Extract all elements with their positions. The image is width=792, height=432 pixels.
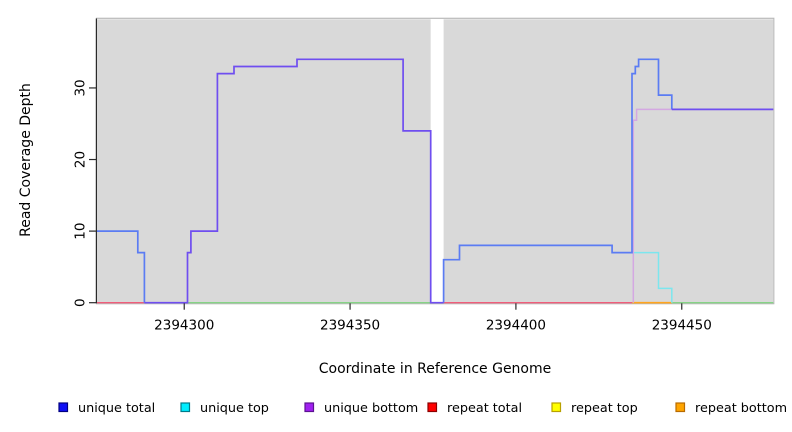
panel-background-2 <box>443 19 774 303</box>
legend-label: unique top <box>200 401 269 416</box>
series-unique-total-right <box>442 58 673 303</box>
x-tick-label: 2394300 <box>154 318 214 334</box>
legend-item-repeat-top: repeat top <box>551 401 638 416</box>
x-tick-label: 2394400 <box>486 318 546 334</box>
legend-label: unique total <box>78 401 155 416</box>
plot-axes: 0 10 20 30 2394300 2394350 2394400 2394450 <box>73 18 712 334</box>
legend-swatch <box>304 402 315 413</box>
x-tick-label: 2394350 <box>320 318 380 334</box>
legend-label: repeat top <box>571 401 638 416</box>
legend-item-repeat-bottom: repeat bottom <box>675 401 787 416</box>
legend-item-unique-bottom: unique bottom <box>304 401 418 416</box>
y-tick-label: 0 <box>73 298 89 307</box>
legend-swatch <box>427 402 438 413</box>
legend-swatch <box>675 402 686 413</box>
legend-swatch <box>58 402 69 413</box>
y-tick-label: 30 <box>73 79 89 96</box>
legend-swatch <box>551 402 562 413</box>
series-unique-top <box>632 251 673 303</box>
plot-series <box>97 58 774 304</box>
y-axis-title: Read Coverage Depth <box>18 83 34 237</box>
y-tick-label: 20 <box>73 151 89 168</box>
y-tick-label: 10 <box>73 223 89 240</box>
legend-item-unique-top: unique top <box>180 401 269 416</box>
panel-background-1 <box>97 19 431 303</box>
legend-label: repeat total <box>447 401 522 416</box>
legend-label: repeat bottom <box>695 401 787 416</box>
series-unique-total-left <box>97 230 146 303</box>
plot-panels <box>95 17 775 305</box>
legend-item-repeat-total: repeat total <box>427 401 522 416</box>
legend: unique total unique top unique bottom repea… <box>58 401 787 416</box>
series-unique-total-and-bottom-left <box>144 58 444 304</box>
legend-label: unique bottom <box>324 401 418 416</box>
legend-swatch <box>180 402 191 413</box>
legend-item-unique-total: unique total <box>58 401 155 416</box>
x-tick-label: 2394450 <box>652 318 712 334</box>
x-axis-title: Coordinate in Reference Genome <box>319 361 552 377</box>
